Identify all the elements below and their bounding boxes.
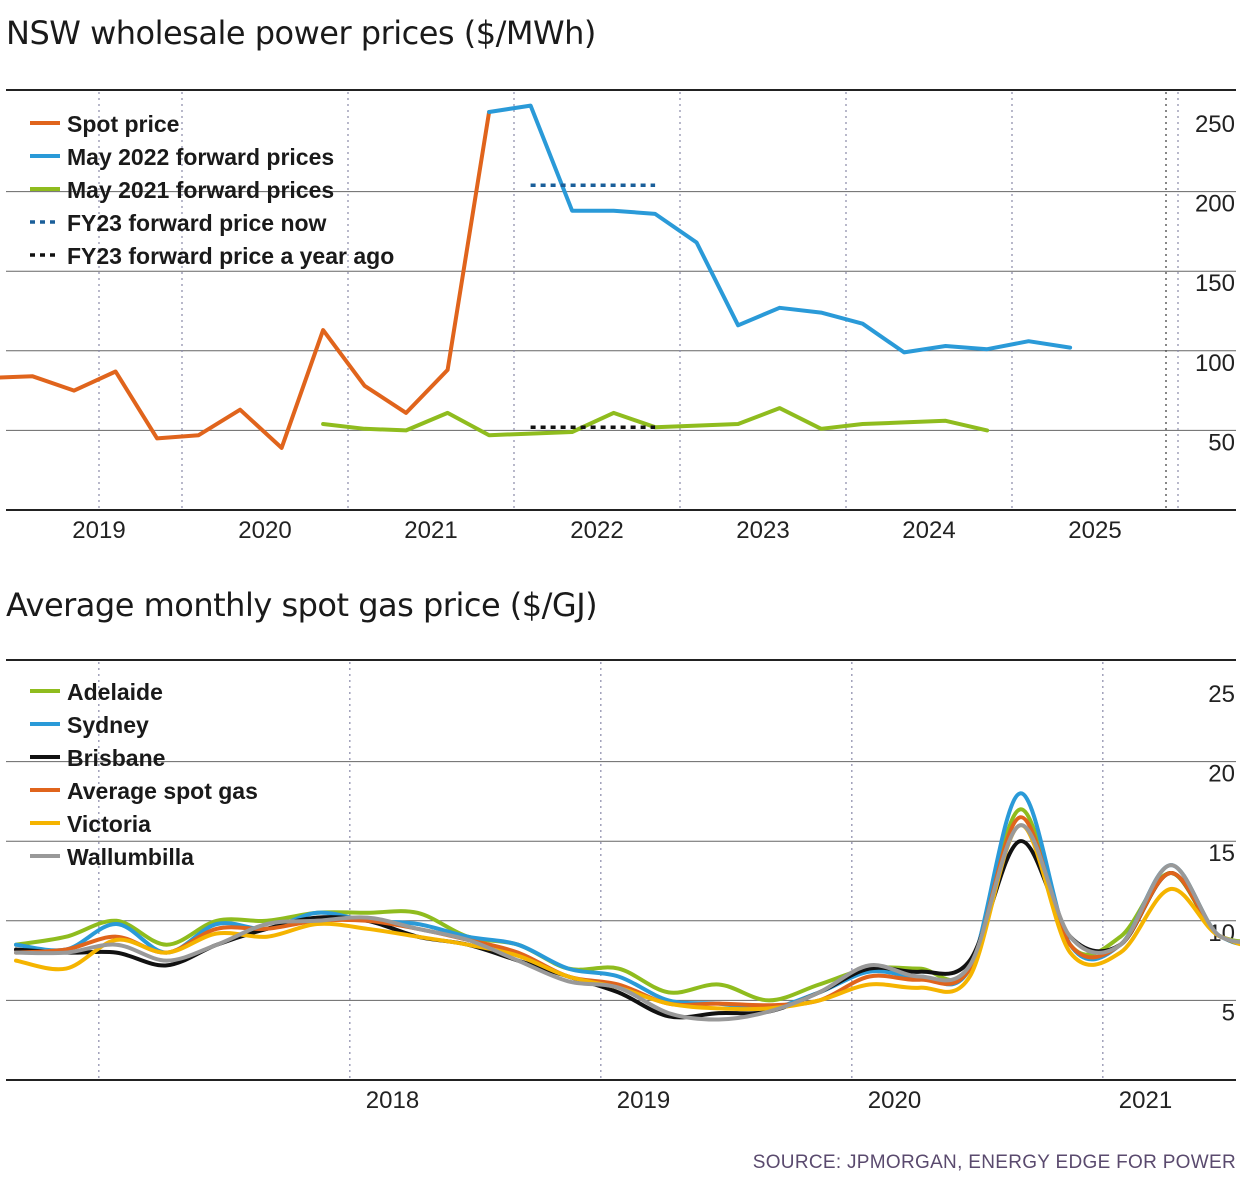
legend-label: FY23 forward price a year ago bbox=[67, 243, 394, 269]
series-line-wallumbilla bbox=[14, 823, 1240, 1022]
legend-label: Brisbane bbox=[67, 745, 165, 771]
series-line-may-2022-forward-prices bbox=[487, 103, 1073, 355]
y-tick-label: 250 bbox=[1195, 111, 1235, 138]
x-tick-label: 2018 bbox=[366, 1087, 419, 1114]
y-tick-label: 15 bbox=[1208, 840, 1235, 867]
series-line-spot-price bbox=[0, 110, 492, 450]
x-tick-label: 2025 bbox=[1068, 517, 1121, 544]
legend-label: May 2022 forward prices bbox=[67, 144, 334, 170]
source-note: SOURCE: JPMORGAN, ENERGY EDGE FOR POWER bbox=[752, 1152, 1236, 1173]
legend-item-average-spot-gas: Average spot gas bbox=[30, 778, 258, 804]
y-tick-label: 200 bbox=[1195, 191, 1235, 218]
x-tick-label: 2020 bbox=[238, 517, 291, 544]
power-price-chart: 50 100 150 200 250 2019 2020 2021 2022 2023 2024 20… bbox=[0, 89, 1236, 544]
legend-item-brisbane: Brisbane bbox=[30, 745, 165, 771]
legend-label: Sydney bbox=[67, 712, 149, 738]
legend-item-adelaide: Adelaide bbox=[30, 679, 163, 705]
gas-chart-title: Average monthly spot gas price ($/GJ) bbox=[6, 586, 598, 624]
x-tick-label: 2019 bbox=[617, 1087, 670, 1114]
series-line-adelaide bbox=[14, 807, 1240, 1003]
power-chart-title: NSW wholesale power prices ($/MWh) bbox=[6, 14, 596, 52]
gas-price-chart: 51015202520182019202020212022AdelaideSyd… bbox=[6, 659, 1240, 1114]
legend-item-fy23-forward-price-now: FY23 forward price now bbox=[30, 210, 327, 236]
y-tick-label: 20 bbox=[1208, 761, 1235, 788]
legend-label: Wallumbilla bbox=[67, 844, 194, 870]
legend-label: Adelaide bbox=[67, 679, 163, 705]
y-tick-label: 150 bbox=[1195, 270, 1235, 297]
y-tick-label: 100 bbox=[1195, 350, 1235, 377]
series-line-brisbane bbox=[14, 839, 1240, 1020]
legend-label: May 2021 forward prices bbox=[67, 177, 334, 203]
legend-item-may-2022-forward-prices: May 2022 forward prices bbox=[30, 144, 334, 170]
x-tick-label: 2022 bbox=[570, 517, 623, 544]
series-line-sydney bbox=[14, 791, 1240, 1011]
legend-item-sydney: Sydney bbox=[30, 712, 149, 738]
legend-item-wallumbilla: Wallumbilla bbox=[30, 844, 194, 870]
y-tick-label: 50 bbox=[1208, 429, 1235, 456]
legend-item-spot-price: Spot price bbox=[30, 111, 179, 137]
legend-label: Spot price bbox=[67, 111, 179, 137]
x-tick-label: 2023 bbox=[736, 517, 789, 544]
legend-label: FY23 forward price now bbox=[67, 210, 327, 236]
x-tick-label: 2021 bbox=[404, 517, 457, 544]
x-tick-label: 2021 bbox=[1119, 1087, 1172, 1114]
x-tick-label: 2020 bbox=[868, 1087, 921, 1114]
legend-item-fy23-forward-price-a-year-ago: FY23 forward price a year ago bbox=[30, 243, 394, 269]
x-tick-label: 2024 bbox=[902, 517, 955, 544]
series-line-may-2021-forward-prices bbox=[321, 406, 990, 438]
legend-label: Average spot gas bbox=[67, 778, 258, 804]
series-line-victoria bbox=[14, 823, 1240, 1012]
series-line-average-spot-gas bbox=[14, 815, 1240, 1008]
y-tick-label: 25 bbox=[1208, 681, 1235, 708]
legend-item-victoria: Victoria bbox=[30, 811, 151, 837]
x-tick-label: 2019 bbox=[72, 517, 125, 544]
legend-label: Victoria bbox=[67, 811, 151, 837]
y-tick-label: 5 bbox=[1222, 999, 1235, 1026]
legend-item-may-2021-forward-prices: May 2021 forward prices bbox=[30, 177, 334, 203]
